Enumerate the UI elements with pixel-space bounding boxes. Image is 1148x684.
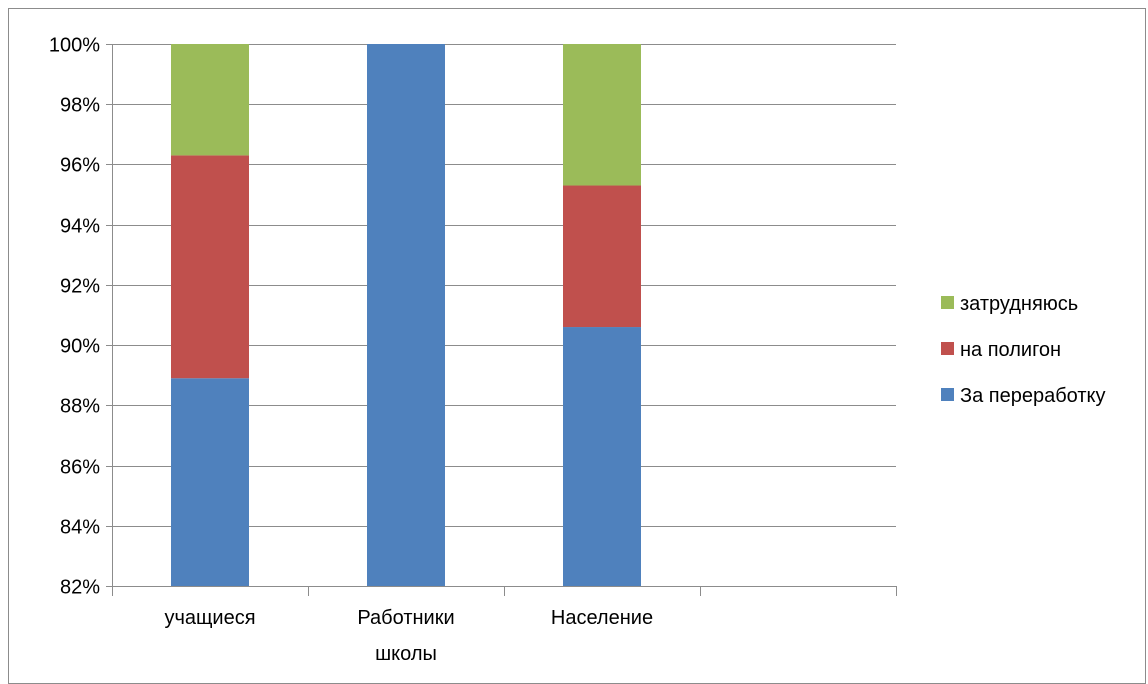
legend-label: затрудняюсь xyxy=(960,293,1078,315)
bar-segment xyxy=(171,378,249,586)
x-tick-label: Население xyxy=(551,607,653,629)
legend: затрудняюсь на полигон За переработку xyxy=(941,293,1105,407)
y-tick-label: 88% xyxy=(60,396,100,418)
bar-segment xyxy=(563,44,641,186)
bar-segment xyxy=(367,44,445,586)
y-tick-label: 90% xyxy=(60,336,100,358)
legend-swatch xyxy=(941,342,954,355)
x-tick-label: школы xyxy=(375,643,437,665)
legend-label: на полигон xyxy=(960,339,1061,361)
legend-label: За переработку xyxy=(960,385,1105,407)
bars xyxy=(171,44,641,586)
y-tick-label: 86% xyxy=(60,457,100,479)
y-tick-label: 98% xyxy=(60,95,100,117)
y-tick-label: 82% xyxy=(60,577,100,599)
legend-item: на полигон xyxy=(941,339,1061,361)
x-tick-label: учащиеся xyxy=(164,607,255,629)
y-tick-label: 100% xyxy=(49,35,100,57)
legend-swatch xyxy=(941,388,954,401)
bar-segment xyxy=(563,327,641,586)
legend-swatch xyxy=(941,296,954,309)
legend-item: За переработку xyxy=(941,385,1105,407)
y-tick-label: 96% xyxy=(60,155,100,177)
bar-segment xyxy=(171,44,249,156)
x-tick-label: Работники xyxy=(357,607,454,629)
y-tick-labels: 82% 84% 86% 88% 90% 92% 94% 96% 98% 100% xyxy=(49,35,100,599)
x-tick-labels: учащиеся Работники школы Население xyxy=(164,607,653,665)
y-tick-label: 84% xyxy=(60,517,100,539)
axes xyxy=(106,44,897,596)
bar-segment xyxy=(171,155,249,379)
y-tick-label: 92% xyxy=(60,276,100,298)
y-tick-label: 94% xyxy=(60,216,100,238)
bar-segment xyxy=(563,185,641,328)
legend-item: затрудняюсь xyxy=(941,293,1078,315)
